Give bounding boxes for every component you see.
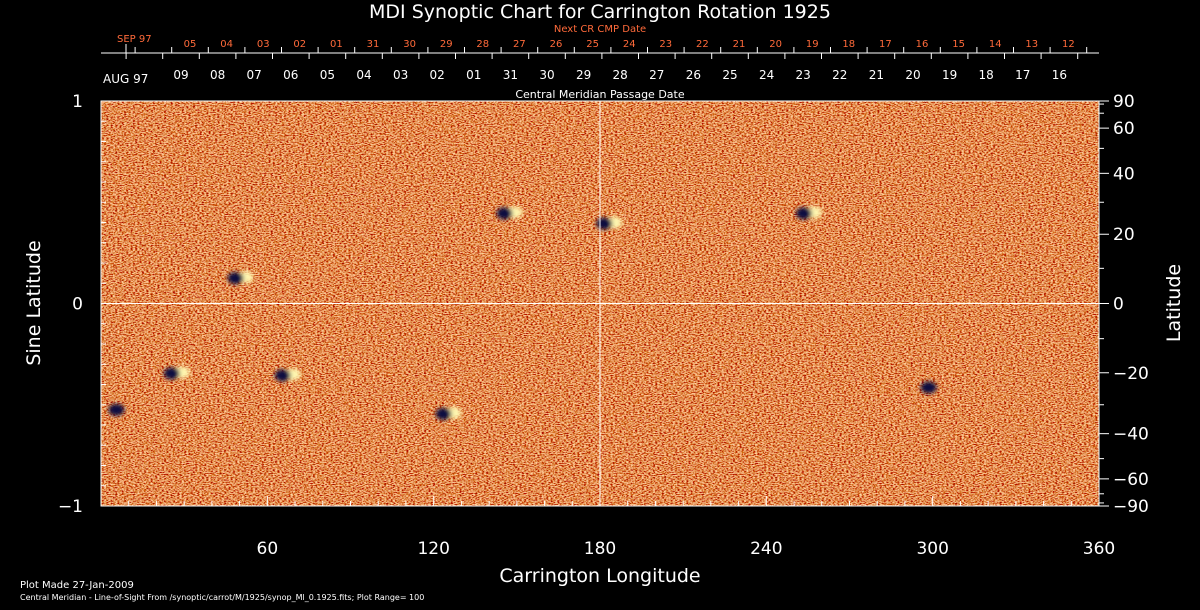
next-cmp-date-label: 20 (769, 39, 782, 50)
next-cmp-date-label: 18 (842, 39, 855, 50)
next-cmp-date-label: 03 (257, 39, 270, 50)
next-cmp-date-label: 25 (586, 39, 599, 50)
active-regions (108, 206, 937, 420)
cmp-date-label: 25 (722, 68, 737, 82)
x-tick-label: 360 (1083, 539, 1115, 559)
next-cmp-date-label: 22 (696, 39, 709, 50)
next-cmp-date-label: 21 (733, 39, 746, 50)
cmp-date-label: 21 (869, 68, 884, 82)
next-cmp-date-label: 29 (440, 39, 453, 50)
cmp-axis-title: Central Meridian Passage Date (515, 88, 684, 101)
next-cmp-date-label: 14 (989, 39, 1002, 50)
next-cmp-date-label: 23 (659, 39, 672, 50)
region-negative-2 (795, 207, 812, 220)
region-negative-8 (920, 381, 937, 394)
next-cmp-date-label: 05 (184, 39, 197, 50)
next-cmp-date-label: 19 (806, 39, 819, 50)
cmp-date-label: 24 (759, 68, 774, 82)
y-right-tick-label: 0 (1113, 295, 1124, 315)
y-right-tick-label: −90 (1113, 497, 1149, 517)
next-cmp-date-label: 31 (367, 39, 380, 50)
y-axis-label-right: Latitude (1163, 264, 1185, 342)
next-cmp-date-label: 24 (623, 39, 636, 50)
region-negative-4 (163, 367, 180, 380)
next-cmp-date-label: 02 (293, 39, 306, 50)
region-negative-6 (274, 369, 291, 382)
y-right-tick-label: 60 (1113, 119, 1135, 139)
cmp-date-label: 02 (430, 68, 445, 82)
next-cmp-date-label: 04 (220, 39, 233, 50)
gridlines (101, 101, 1099, 506)
next-cmp-month: SEP 97 (117, 34, 152, 45)
next-cmp-date-label: 28 (476, 39, 489, 50)
chart-title: MDI Synoptic Chart for Carrington Rotati… (369, 1, 831, 23)
cmp-month: AUG 97 (103, 72, 148, 86)
cmp-date-label: 04 (356, 68, 371, 82)
ticks: 60 120 180 240 300 360 1 0 −1 90 60 40 20 0 −20 −40 −60 −… (58, 92, 1149, 559)
next-cmp-date-label: 27 (513, 39, 526, 50)
region-negative-3 (227, 272, 244, 285)
cmp-date-label: 28 (613, 68, 628, 82)
y-right-tick-label: 40 (1113, 164, 1135, 184)
cmp-date-label: 01 (466, 68, 481, 82)
next-cmp-axis-title: Next CR CMP Date (554, 24, 646, 35)
next-cmp-date-label: 26 (550, 39, 563, 50)
x-tick-label: 240 (750, 539, 782, 559)
next-cmp-date-label: 16 (916, 39, 929, 50)
x-tick-label: 120 (417, 539, 449, 559)
cmp-date-label: 18 (979, 68, 994, 82)
cmp-date-label: 20 (905, 68, 920, 82)
x-tick-label: 180 (584, 539, 616, 559)
cmp-date-label: 26 (686, 68, 701, 82)
region-negative-7 (435, 407, 452, 420)
cmp-date-label: 05 (320, 68, 335, 82)
next-cmp-date-label: 13 (1025, 39, 1038, 50)
cmp-date-label: 30 (539, 68, 554, 82)
x-tick-label: 60 (257, 539, 279, 559)
plot-made-note: Plot Made 27-Jan-2009 (20, 580, 134, 591)
cmp-date-label: 23 (796, 68, 811, 82)
cmp-date-label: 19 (942, 68, 957, 82)
x-axis-label: Carrington Longitude (499, 565, 700, 587)
source-caption: Central Meridian - Line-of-Sight From /s… (20, 593, 424, 602)
y-right-tick-label: −20 (1113, 364, 1149, 384)
next-cmp-date-label: 15 (952, 39, 965, 50)
next-cmp-date-label: 30 (403, 39, 416, 50)
cmp-date-label: 06 (283, 68, 298, 82)
cmp-date-label: 22 (832, 68, 847, 82)
y-left-tick-label: 0 (72, 295, 83, 315)
region-negative-0 (496, 207, 513, 220)
next-cmp-date-label: 01 (330, 39, 343, 50)
y-right-tick-label: −60 (1113, 470, 1149, 490)
region-negative-5 (108, 403, 125, 416)
cmp-date-label: 07 (247, 68, 262, 82)
next-cmp-date-label: 12 (1062, 39, 1075, 50)
cmp-date-label: 17 (1015, 68, 1030, 82)
cmp-date-label: 31 (503, 68, 518, 82)
y-left-tick-label: −1 (58, 497, 83, 517)
y-left-tick-label: 1 (72, 92, 83, 112)
y-axis-label-left: Sine Latitude (23, 240, 45, 365)
cmp-date-label: 16 (1052, 68, 1067, 82)
y-right-tick-label: −40 (1113, 425, 1149, 445)
y-right-tick-label: 90 (1113, 92, 1135, 112)
top-date-axes: 05 04 03 02 01 31 30 29 28 27 26 25 24 23 22 21 20 19 18 17… (101, 39, 1099, 82)
next-cmp-date-label: 17 (879, 39, 892, 50)
cmp-date-label: 09 (173, 68, 188, 82)
y-right-tick-label: 20 (1113, 225, 1135, 245)
region-negative-1 (596, 217, 613, 230)
cmp-date-label: 03 (393, 68, 408, 82)
cmp-date-label: 29 (576, 68, 591, 82)
cmp-date-label: 27 (649, 68, 664, 82)
cmp-date-label: 08 (210, 68, 225, 82)
x-tick-label: 300 (916, 539, 948, 559)
